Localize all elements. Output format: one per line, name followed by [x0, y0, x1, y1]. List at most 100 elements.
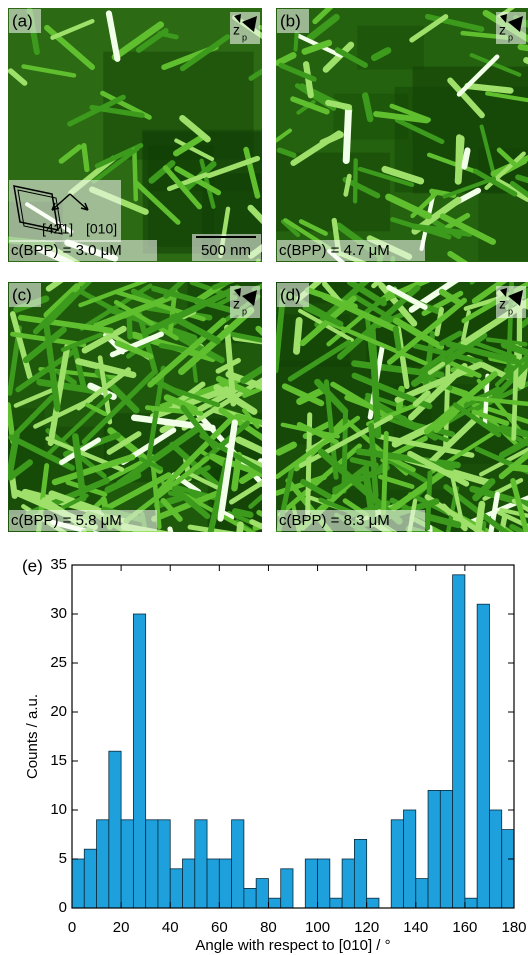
bar	[330, 898, 342, 908]
axis-subscript: p	[242, 32, 247, 42]
bar	[342, 859, 354, 908]
bar	[158, 820, 170, 908]
x-axis-label: Angle with respect to [010] / °	[195, 937, 390, 954]
bar	[367, 898, 379, 908]
bar	[207, 859, 219, 908]
bar	[84, 849, 96, 908]
fiber	[464, 150, 467, 166]
fiber	[355, 160, 356, 201]
fiber	[384, 433, 387, 512]
panel-label: (b)	[280, 11, 301, 30]
bar	[256, 879, 268, 908]
panel-label: (c)	[12, 285, 32, 304]
y-tick-label: 0	[59, 899, 67, 916]
figure: (a)zpc(BPP) = 3.0 μM500 nm[42̄1][010](b)…	[0, 0, 528, 955]
bar	[170, 869, 182, 908]
fiber	[235, 525, 241, 582]
bar	[391, 820, 403, 908]
y-tick-label: 30	[50, 605, 67, 622]
x-tick-label: 20	[113, 919, 130, 936]
x-tick-label: 140	[403, 919, 428, 936]
bar	[268, 898, 280, 908]
fiber	[129, 320, 130, 337]
bar	[440, 790, 452, 908]
fiber	[88, 529, 131, 566]
axis-symbol: z	[233, 296, 240, 312]
x-tick-label: 120	[354, 919, 379, 936]
y-tick-label: 20	[50, 703, 67, 720]
y-tick-label: 15	[50, 752, 67, 769]
bar	[72, 859, 84, 908]
x-tick-label: 100	[305, 919, 330, 936]
bar	[244, 888, 256, 908]
bar	[219, 859, 231, 908]
fiber	[296, 33, 297, 49]
bar	[404, 810, 416, 908]
fiber	[430, 527, 434, 626]
x-tick-label: 60	[211, 919, 228, 936]
fiber	[84, 146, 87, 170]
bar	[416, 879, 428, 908]
bar	[146, 820, 158, 908]
panel-label: (e)	[22, 556, 43, 575]
bar	[318, 859, 330, 908]
axis-subscript: p	[508, 32, 513, 42]
terrace	[357, 26, 424, 70]
fiber	[134, 150, 135, 200]
bar	[183, 859, 195, 908]
x-tick-label: 80	[260, 919, 277, 936]
axis-symbol: z	[499, 296, 506, 312]
concentration: c(BPP) = 5.8 μM	[11, 512, 122, 529]
concentration: c(BPP) = 4.7 μM	[279, 242, 390, 259]
fiber	[170, 529, 190, 616]
axis-symbol: z	[499, 22, 506, 38]
fiber	[234, 455, 238, 488]
axis-subscript: p	[508, 306, 513, 316]
bar	[465, 898, 477, 908]
concentration: c(BPP) = 3.0 μM	[11, 242, 122, 259]
fiber	[346, 111, 348, 161]
fiber	[458, 137, 459, 181]
x-tick-label: 0	[68, 919, 76, 936]
fiber	[235, 511, 250, 514]
afm-panel: (b) zp c(BPP) = 4.7 μM	[252, 0, 528, 304]
bar	[354, 839, 366, 908]
y-tick-label: 25	[50, 654, 67, 671]
axis-symbol: z	[233, 22, 240, 38]
bar	[232, 820, 244, 908]
x-tick-label: 180	[501, 919, 526, 936]
y-tick-label: 10	[50, 801, 67, 818]
panel-label: (d)	[280, 285, 301, 304]
panel-label: (a)	[12, 11, 33, 30]
bar	[428, 790, 440, 908]
bar	[453, 575, 465, 908]
inset-label: [42̄1]	[42, 221, 73, 237]
y-axis-label: Counts / a.u.	[24, 694, 41, 779]
y-tick-label: 5	[59, 850, 67, 867]
x-tick-label: 160	[452, 919, 477, 936]
bar	[489, 810, 501, 908]
fiber	[505, 530, 506, 547]
bar	[305, 859, 317, 908]
fiber	[83, 531, 115, 545]
fiber	[296, 320, 299, 351]
bar	[195, 820, 207, 908]
x-tick-label: 40	[162, 919, 179, 936]
fiber	[396, 329, 399, 348]
fiber	[505, 528, 528, 559]
bar	[281, 869, 293, 908]
concentration: c(BPP) = 8.3 μM	[279, 512, 390, 529]
bar	[97, 820, 109, 908]
axis-subscript: p	[242, 306, 247, 316]
bar	[477, 604, 489, 908]
bar	[109, 751, 121, 908]
bar	[121, 820, 133, 908]
y-tick-label: 35	[50, 556, 67, 573]
inset-label: [010]	[86, 221, 117, 237]
fiber	[512, 527, 528, 563]
scale-label: 500 nm	[201, 242, 251, 259]
fiber	[512, 467, 528, 471]
fiber	[328, 103, 349, 107]
fiber	[344, 412, 346, 491]
